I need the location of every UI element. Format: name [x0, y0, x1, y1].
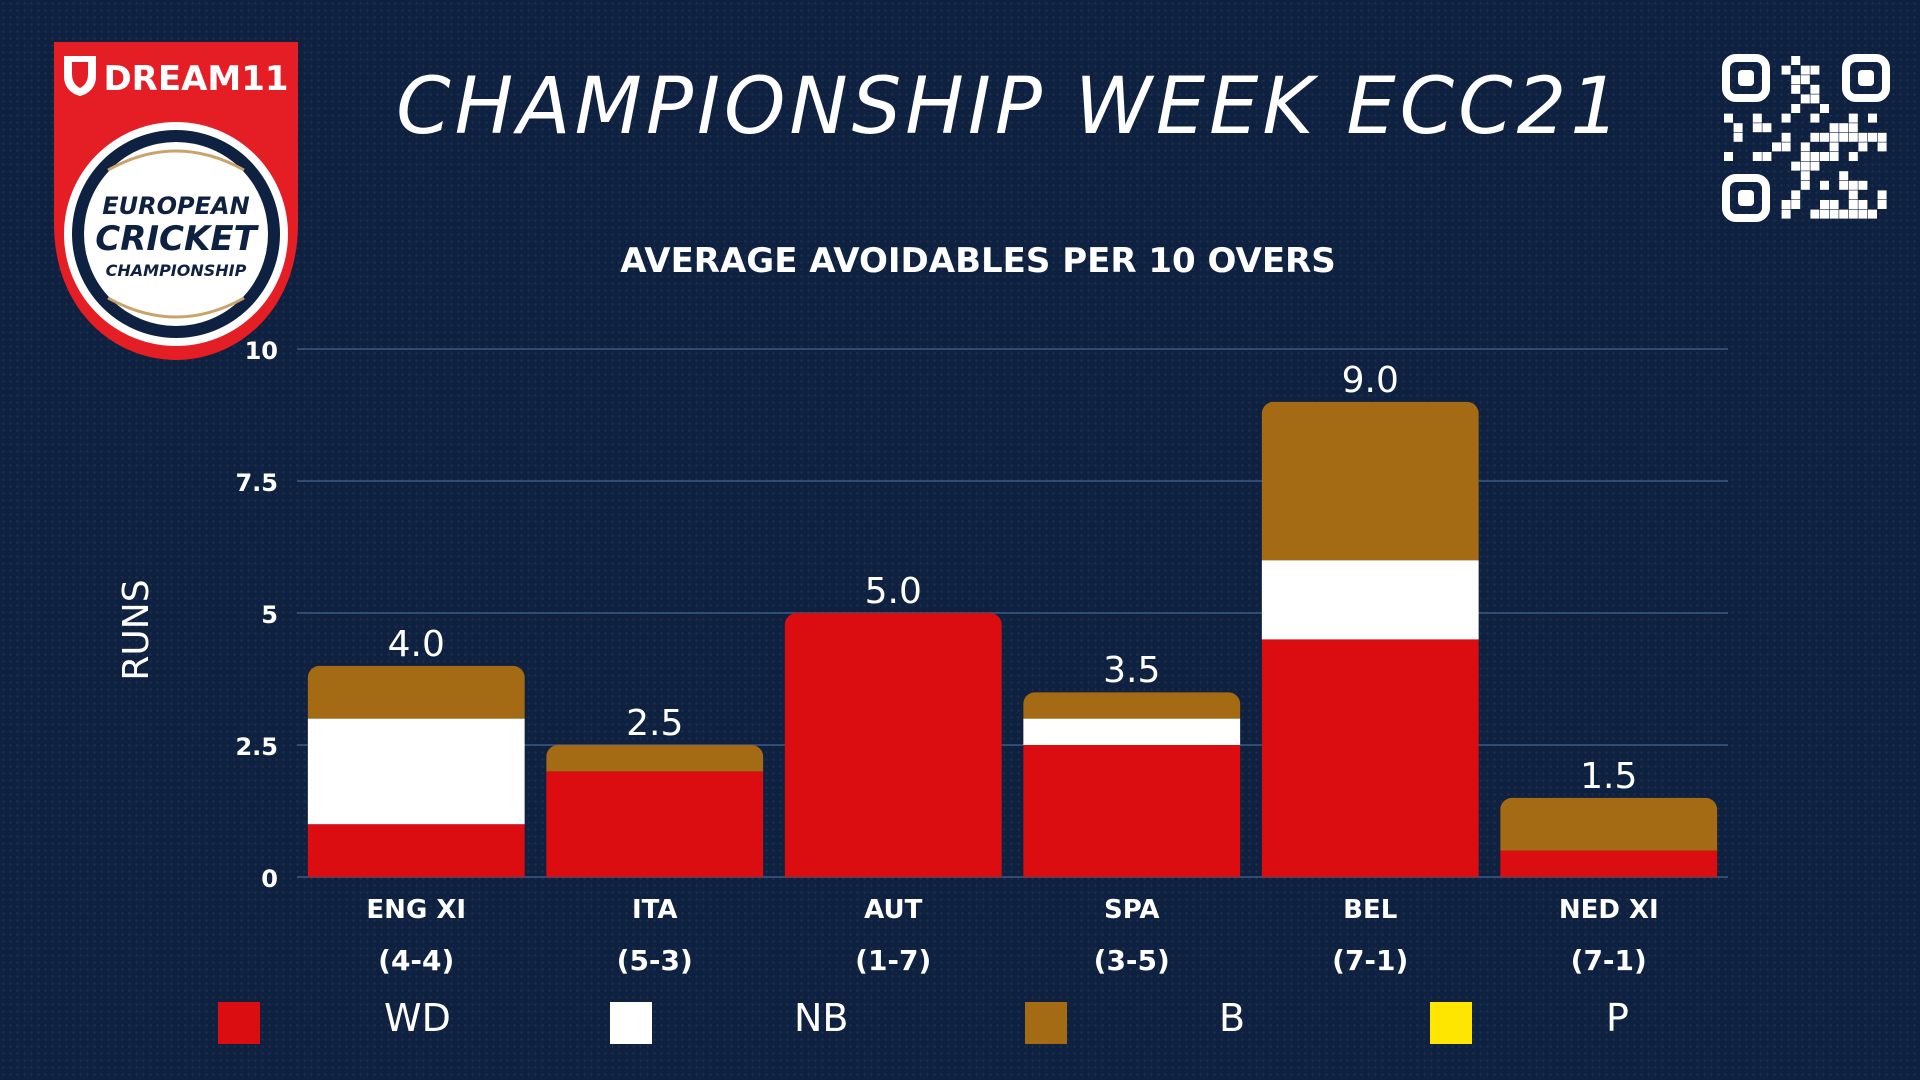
bar-total-labels: 4.0 2.5 5.0 3.5 9.0 1.5: [388, 360, 1638, 797]
x-tick-record: (7-1): [1332, 944, 1408, 977]
x-tick-record: (7-1): [1571, 944, 1647, 977]
bars: [307, 401, 1718, 877]
bar-segment-b: [546, 745, 764, 772]
legend-label-wd: WD: [384, 996, 451, 1040]
bar-ned-xi: [1500, 797, 1718, 877]
x-tick-record: (1-7): [855, 944, 931, 977]
y-tick-label: 5: [261, 601, 278, 629]
legend-swatch-nb: [610, 1002, 652, 1044]
bar-total-label: 1.5: [1580, 756, 1637, 797]
bar-segment-wd: [546, 771, 764, 877]
dream11-shield-icon: [64, 56, 96, 96]
bar-segment-b: [1261, 401, 1479, 561]
cricket-ball-seam-icon: [107, 149, 245, 319]
x-axis-ticks: ENG XI (4-4) ITA (5-3) AUT (1-7) SPA (3-5) BEL (7…: [366, 895, 1658, 977]
bar-segment-b: [1500, 797, 1718, 851]
bar-segment-wd: [1023, 745, 1241, 877]
legend-label-b: B: [1219, 996, 1246, 1040]
bar-ita: [546, 745, 764, 877]
bar-segment-nb: [1023, 718, 1241, 745]
y-tick-label: 2.5: [235, 733, 278, 761]
y-axis-ticks: 0 2.5 5 7.5 10: [235, 337, 278, 893]
page-title: CHAMPIONSHIP WEEK ECC21: [396, 62, 1624, 152]
bar-total-label: 2.5: [626, 703, 683, 744]
legend-swatch-wd: [218, 1002, 260, 1044]
bar-eng-xi: [307, 665, 525, 877]
x-tick-record: (5-3): [617, 944, 693, 977]
x-tick-label: ITA: [632, 895, 678, 925]
bar-segment-wd: [1261, 639, 1479, 877]
european-cricket-championship-logo: DREAM11 EUROPEAN CRICKET CHAMPIONSHIP: [54, 42, 298, 360]
x-tick-record: (3-5): [1094, 944, 1170, 977]
legend-label-nb: NB: [794, 996, 849, 1040]
logo-line-championship: CHAMPIONSHIP: [106, 261, 247, 280]
bar-total-label: 9.0: [1342, 360, 1399, 401]
logo-line-cricket: CRICKET: [95, 219, 259, 259]
legend-swatch-b: [1025, 1002, 1067, 1044]
x-tick-label: ENG XI: [366, 895, 466, 925]
bar-aut: [784, 613, 1002, 877]
x-tick-label: NED XI: [1559, 895, 1659, 925]
bar-segment-b: [307, 665, 525, 719]
bar-segment-wd: [784, 613, 1002, 877]
bar-total-label: 4.0: [388, 624, 445, 665]
legend-swatch-p: [1430, 1002, 1472, 1044]
gridlines: [297, 348, 1728, 878]
x-tick-record: (4-4): [378, 944, 454, 977]
bar-bel: [1261, 401, 1479, 877]
qr-code-icon: [1722, 54, 1890, 222]
x-tick-label: SPA: [1104, 895, 1160, 925]
bar-total-label: 5.0: [865, 571, 922, 612]
bar-segment-nb: [307, 718, 525, 825]
y-tick-label: 0: [261, 865, 278, 893]
logo-line-european: EUROPEAN: [102, 192, 249, 220]
bar-segment-wd: [307, 824, 525, 877]
bar-total-label: 3.5: [1103, 650, 1160, 691]
bar-segment-b: [1023, 692, 1241, 719]
y-tick-label: 10: [245, 337, 278, 365]
bar-spa: [1023, 692, 1241, 877]
legend-label-p: P: [1606, 996, 1629, 1040]
y-axis-label: RUNS: [116, 579, 157, 680]
logo-brand: DREAM11: [103, 59, 288, 99]
bar-segment-wd: [1500, 850, 1718, 877]
x-tick-label: BEL: [1343, 895, 1397, 925]
y-tick-label: 7.5: [235, 469, 278, 497]
chart-title: AVERAGE AVOIDABLES PER 10 OVERS: [620, 241, 1335, 281]
x-tick-label: AUT: [864, 895, 922, 925]
bar-segment-nb: [1261, 560, 1479, 640]
